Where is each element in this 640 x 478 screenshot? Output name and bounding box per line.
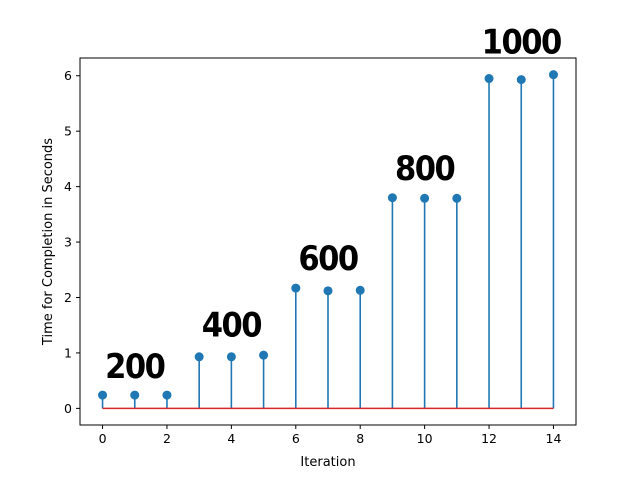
x-tick-label: 4 (227, 431, 235, 446)
x-tick-label: 8 (356, 431, 364, 446)
y-tick-label: 0 (64, 401, 72, 416)
stem-marker (420, 193, 430, 203)
annotation-label: 200 (105, 347, 165, 387)
annotation-label: 600 (298, 239, 358, 279)
stem-marker (516, 75, 526, 85)
y-tick-label: 5 (64, 124, 72, 139)
stem-marker (162, 390, 172, 400)
annotation-label: 400 (202, 305, 262, 345)
x-axis-label: Iteration (300, 455, 355, 470)
x-axis-ticks: 0 2 4 6 8 10 12 14 (99, 425, 562, 446)
x-tick-label: 12 (481, 431, 497, 446)
y-axis-label: Time for Completion in Seconds (41, 138, 56, 346)
stem-marker (452, 193, 462, 203)
annotation-label: 1000 (482, 23, 561, 63)
annotation-label: 800 (395, 149, 455, 189)
stem-marker (98, 390, 108, 400)
plot-area (98, 70, 558, 410)
stem-marker (259, 350, 269, 360)
x-tick-label: 6 (292, 431, 300, 446)
y-tick-label: 1 (64, 345, 72, 360)
stem-marker (387, 193, 397, 203)
stem-marker (355, 285, 365, 295)
stem-marker (548, 70, 558, 80)
x-tick-label: 2 (163, 431, 171, 446)
x-tick-label: 14 (546, 431, 562, 446)
x-tick-label: 0 (99, 431, 107, 446)
stem-marker (484, 74, 494, 84)
y-tick-label: 4 (64, 179, 72, 194)
stem-marker (194, 352, 204, 362)
stem-marker (323, 286, 333, 296)
annotations: 200 400 600 800 1000 (105, 23, 562, 387)
stem-marker (291, 283, 301, 293)
y-axis-ticks: 0 1 2 3 4 5 6 (64, 68, 80, 416)
stem-marker (130, 390, 140, 400)
y-tick-label: 3 (64, 235, 72, 250)
stem-marker (226, 352, 236, 362)
y-tick-label: 6 (64, 68, 72, 83)
x-tick-label: 10 (417, 431, 433, 446)
axes-frame (79, 57, 577, 426)
y-tick-label: 2 (64, 290, 72, 305)
